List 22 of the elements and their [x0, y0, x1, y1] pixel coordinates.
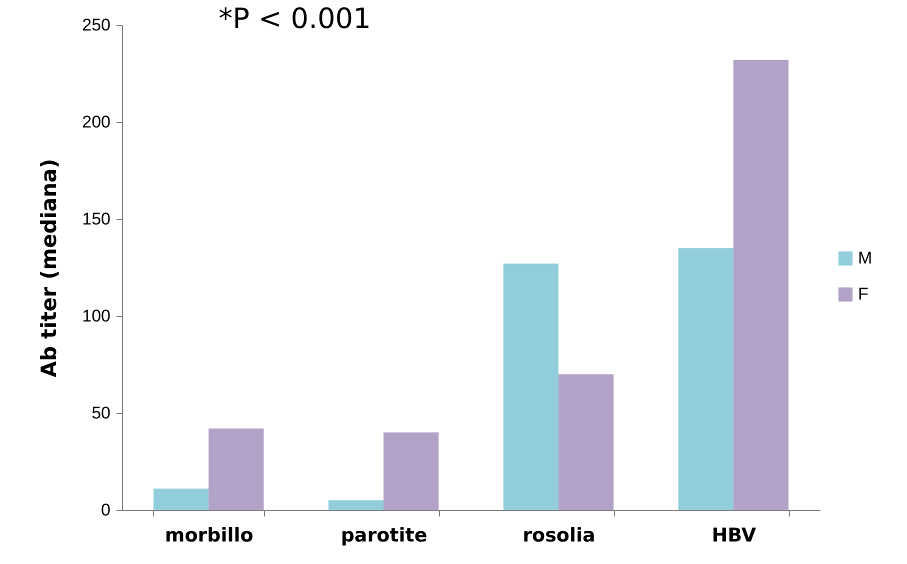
x-tick-label: HBV: [712, 524, 756, 546]
y-tick-label: 250: [82, 16, 110, 34]
x-tick-label: parotite: [340, 524, 428, 546]
bar: [733, 60, 789, 510]
bar: [384, 432, 439, 510]
y-tick-label: 50: [92, 404, 110, 422]
annotation: *P < 0.001: [218, 2, 371, 35]
y-tick-label: 150: [82, 210, 110, 228]
bar: [558, 374, 614, 510]
legend-label: F: [858, 284, 868, 304]
y-tick-label: 200: [82, 112, 110, 132]
bar: [328, 500, 384, 510]
bar: [153, 488, 209, 510]
x-tick-label: morbillo: [164, 524, 254, 546]
legend-label: M: [858, 248, 872, 268]
y-tick-label: 100: [82, 306, 110, 326]
bar: [678, 248, 734, 510]
x-tick-label: rosolia: [522, 524, 596, 546]
y-axis-title: Ab titer (mediana): [37, 158, 62, 378]
y-tick-label: 0: [101, 500, 110, 520]
bar: [503, 264, 558, 510]
bar: [208, 428, 264, 510]
